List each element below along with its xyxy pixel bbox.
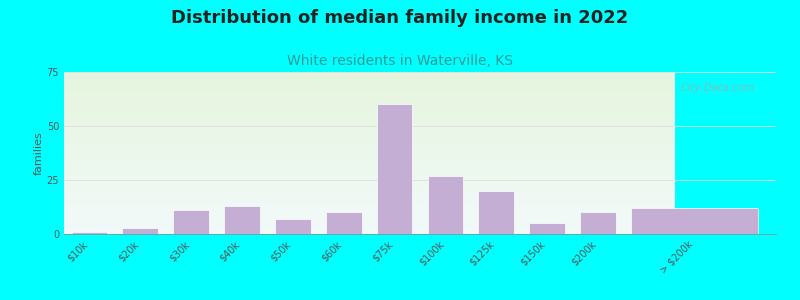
Y-axis label: families: families: [34, 131, 44, 175]
Bar: [122, 227, 158, 234]
Bar: [478, 191, 514, 234]
Bar: [377, 104, 412, 234]
Bar: [224, 206, 260, 234]
Bar: [631, 208, 758, 234]
Bar: [428, 176, 463, 234]
Bar: [580, 212, 616, 234]
Bar: [530, 223, 565, 234]
Text: City-Data.com: City-Data.com: [681, 83, 754, 93]
Bar: [72, 232, 107, 234]
Bar: [174, 210, 209, 234]
Text: Distribution of median family income in 2022: Distribution of median family income in …: [171, 9, 629, 27]
Bar: [326, 212, 362, 234]
Bar: [275, 219, 310, 234]
Text: White residents in Waterville, KS: White residents in Waterville, KS: [287, 54, 513, 68]
